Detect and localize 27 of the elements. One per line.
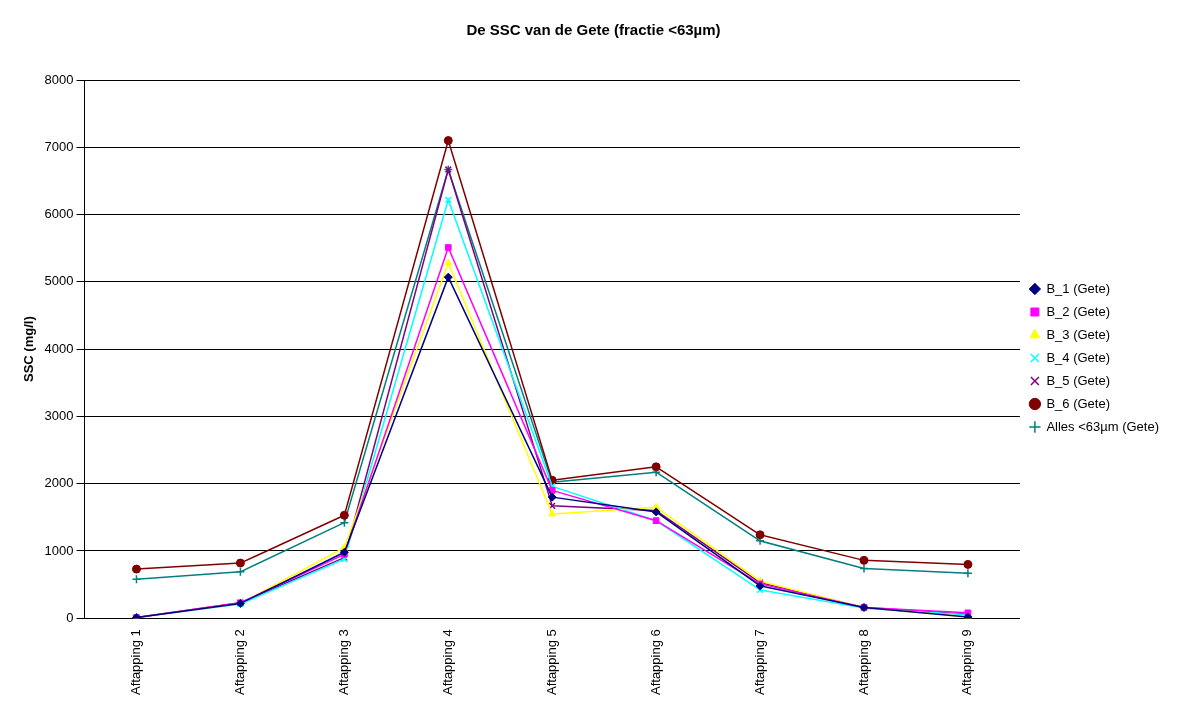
y-tick-label: 4000 [44, 340, 74, 356]
legend-label: B_1 (Gete) [1046, 280, 1110, 296]
y-tick-label: 1000 [44, 542, 74, 558]
x-tick-label: Aftapping 2 [231, 629, 247, 696]
legend-label: B_5 (Gete) [1046, 372, 1110, 388]
x-tick-label: Aftapping 6 [647, 629, 663, 696]
y-axis-title: SSC (mg/l) [21, 316, 37, 382]
x-tick-label: Aftapping 7 [751, 629, 767, 696]
legend-label: B_4 (Gete) [1046, 349, 1110, 365]
x-tick-label: Aftapping 3 [335, 629, 351, 696]
y-tick-label: 5000 [44, 273, 74, 289]
x-tick-label: Aftapping 5 [543, 629, 559, 696]
y-tick-label: 0 [66, 609, 74, 625]
legend-label: B_3 (Gete) [1046, 326, 1110, 342]
legend-label: B_2 (Gete) [1046, 303, 1110, 319]
y-tick-label: 7000 [44, 138, 74, 154]
x-tick-label: Aftapping 9 [959, 629, 975, 696]
legend-label: B_6 (Gete) [1046, 395, 1110, 411]
chart-title: De SSC van de Gete (fractie <63µm) [466, 21, 721, 39]
y-tick-label: 6000 [44, 206, 74, 222]
legend-label: Alles <63µm (Gete) [1046, 418, 1160, 434]
y-tick-label: 2000 [44, 475, 74, 491]
y-tick-label: 8000 [44, 71, 74, 87]
x-tick-label: Aftapping 1 [128, 629, 144, 696]
x-tick-label: Aftapping 4 [439, 629, 455, 696]
y-tick-label: 3000 [44, 407, 74, 423]
x-tick-label: Aftapping 8 [855, 629, 871, 696]
